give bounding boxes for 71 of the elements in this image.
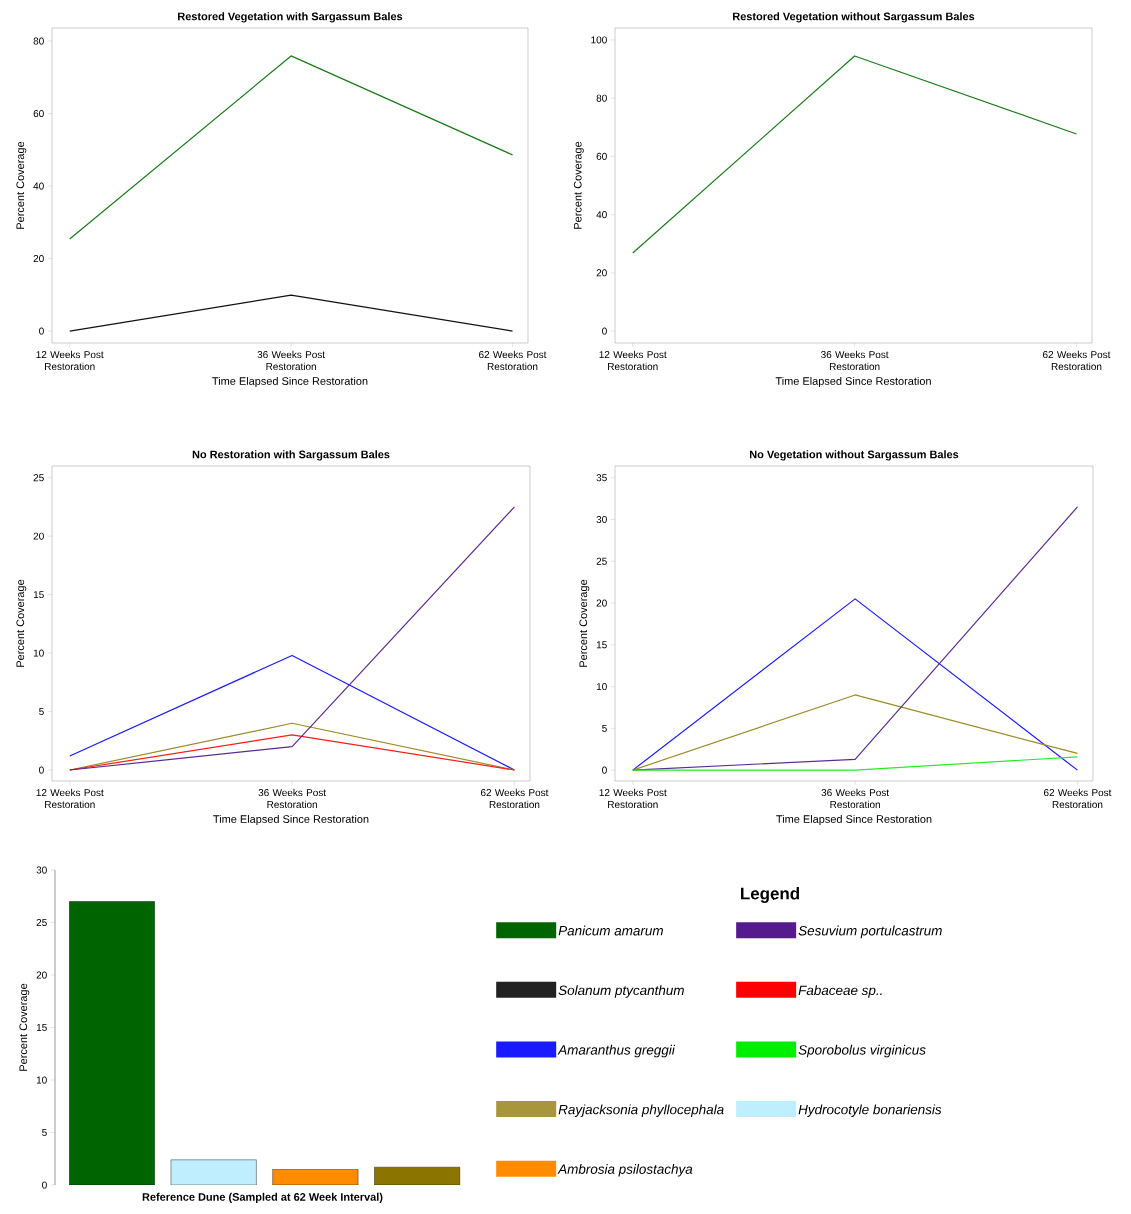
x-tick-label: 36 Weeks Post Restoration [258, 788, 327, 809]
x-tick-label: 12 Weeks Post Restoration [599, 788, 667, 809]
legend-label: Sesuvium portulcastrum [798, 925, 942, 939]
y-tick-label: 20 [33, 532, 44, 540]
legend-title: Legend [741, 887, 800, 903]
y-tick-label: 35 [596, 474, 607, 482]
y-axis-title: Percent Coverage [573, 141, 584, 229]
legend-label: Ambrosia psilostachya [557, 1164, 693, 1177]
y-tick-label: 20 [33, 255, 44, 263]
chart-title: Restored Vegetation without Sargassum Bales [733, 12, 975, 23]
y-tick-label: 5 [602, 724, 607, 732]
x-tick-label: 36 Weeks Post Restoration [821, 350, 889, 371]
y-tick-label: 20 [596, 599, 607, 607]
y-tick-label: 0 [602, 766, 607, 774]
x-tick-label: 12 Weeks Post Restoration [36, 350, 104, 371]
y-tick-label: 20 [36, 971, 47, 979]
y-tick-label: 5 [39, 708, 44, 716]
y-axis-title: Percent Coverage [579, 579, 590, 667]
y-tick-label: 10 [34, 649, 44, 657]
bar [272, 1169, 359, 1186]
y-tick-label: 80 [33, 37, 44, 45]
legend-label: Fabaceae sp.. [798, 985, 882, 998]
chart-title: Restored Vegetation with Sargassum Bales [178, 12, 403, 23]
y-tick-label: 60 [33, 110, 44, 118]
x-tick-label: 36 Weeks Post Restoration [821, 788, 890, 809]
y-tick-label: 15 [34, 591, 44, 599]
y-tick-label: 25 [33, 474, 44, 482]
bar [69, 901, 156, 1186]
x-tick-label: 62 Weeks Post Restoration [1044, 788, 1112, 809]
x-axis-title: Reference Dune (Sampled at 62 Week Interval) [142, 1192, 383, 1203]
y-tick-label: 0 [39, 327, 44, 335]
y-axis-title: Percent Coverage [16, 579, 27, 667]
y-tick-label: 5 [42, 1129, 47, 1136]
x-tick-label: 62 Weeks Post Restoration [479, 350, 547, 371]
x-axis-title: Time Elapsed Since Restoration [213, 814, 369, 826]
bar [170, 1159, 257, 1186]
y-tick-label: 20 [596, 269, 607, 277]
y-axis-title: Percent Coverage [16, 141, 27, 229]
y-tick-label: 60 [596, 152, 607, 160]
x-tick-label: 12 Weeks Post Restoration [36, 788, 104, 809]
y-tick-label: 0 [39, 766, 44, 774]
y-tick-label: 10 [37, 1076, 47, 1084]
chart-title: No Vegetation without Sargassum Bales [750, 450, 959, 461]
y-tick-label: 15 [597, 641, 607, 649]
y-tick-label: 30 [36, 866, 47, 874]
x-tick-label: 62 Weeks Post Restoration [481, 788, 549, 809]
legend-label: Sporobolus virginicus [798, 1044, 926, 1058]
y-tick-label: 80 [596, 94, 607, 102]
y-tick-label: 40 [33, 182, 44, 190]
y-axis-title: Percent Coverage [19, 983, 30, 1071]
legend-label: Hydrocotyle bonariensis [798, 1104, 942, 1117]
y-tick-label: 30 [596, 515, 607, 524]
y-tick-label: 100 [591, 36, 607, 44]
legend-label: Solanum ptycanthum [558, 985, 684, 998]
x-tick-label: 62 Weeks Post Restoration [1043, 350, 1111, 371]
y-tick-label: 0 [42, 1181, 47, 1189]
x-axis-title: Time Elapsed Since Restoration [775, 376, 931, 388]
x-tick-label: 12 Weeks Post Restoration [599, 350, 667, 371]
y-tick-label: 25 [596, 557, 607, 565]
y-tick-label: 40 [596, 211, 607, 219]
x-axis-title: Time Elapsed Since Restoration [776, 814, 932, 826]
y-tick-label: 0 [602, 327, 607, 335]
chart-title: No Restoration with Sargassum Bales [192, 450, 390, 461]
legend-label: Rayjacksonia phyllocephala [558, 1104, 724, 1117]
y-tick-label: 25 [36, 918, 47, 927]
y-tick-label: 15 [37, 1024, 47, 1031]
legend-label: Amaranthus greggii [557, 1044, 676, 1058]
x-axis-title: Time Elapsed Since Restoration [212, 376, 368, 388]
legend-label: Panicum amarum [558, 925, 664, 936]
x-tick-label: 36 Weeks Post Restoration [257, 350, 326, 371]
y-tick-label: 10 [597, 683, 607, 691]
